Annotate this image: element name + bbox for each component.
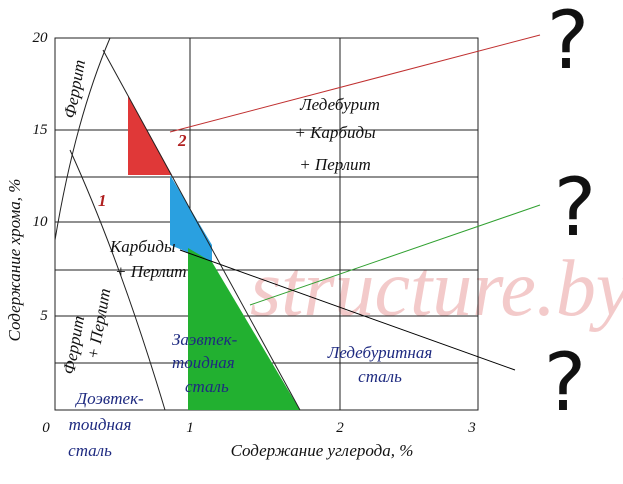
y-tick: 10: [33, 214, 49, 230]
curve-label: 1: [98, 191, 107, 210]
label: тоидная: [69, 415, 132, 434]
question: ?: [547, 0, 589, 87]
label: тоидная: [172, 353, 235, 372]
question: ?: [554, 161, 596, 254]
region-green: [188, 248, 300, 410]
label: сталь: [358, 367, 402, 386]
y-label: Содержание хрома, %: [5, 179, 24, 342]
y-tick: 15: [33, 122, 49, 138]
y-tick: 5: [40, 308, 48, 324]
x-tick: 3: [467, 420, 476, 436]
label-ferrite: Феррит: [60, 58, 89, 119]
y-tick: 20: [33, 30, 49, 46]
label: + Перлит: [115, 262, 187, 281]
label: Доэвтек-: [74, 389, 144, 408]
label: Ледебуритная: [327, 343, 433, 362]
x-tick: 1: [186, 420, 194, 436]
label: + Перлит: [299, 155, 371, 174]
label: + Карбиды: [294, 123, 375, 142]
pointer-red: [169, 34, 541, 133]
curve-3: [69, 149, 166, 411]
label: + Перлит: [83, 287, 114, 361]
pointer-green: [249, 204, 541, 306]
x-tick: 2: [336, 420, 344, 436]
region-blue: [170, 175, 212, 262]
x-tick: 0: [42, 420, 50, 436]
label: сталь: [185, 377, 229, 396]
label: Ледебурит: [299, 95, 380, 114]
curve-label: 2: [177, 131, 187, 150]
curve-1: [54, 37, 111, 241]
watermark: structure.by: [250, 245, 623, 333]
pointer-black: [179, 249, 516, 371]
label: Заэвтек-: [172, 330, 238, 349]
x-label: Содержание углерода, %: [231, 441, 414, 460]
label: Феррит: [59, 314, 88, 375]
curve-2: [102, 49, 301, 411]
label: сталь: [68, 441, 112, 460]
label: Карбиды: [109, 237, 175, 256]
question: ?: [544, 336, 586, 429]
